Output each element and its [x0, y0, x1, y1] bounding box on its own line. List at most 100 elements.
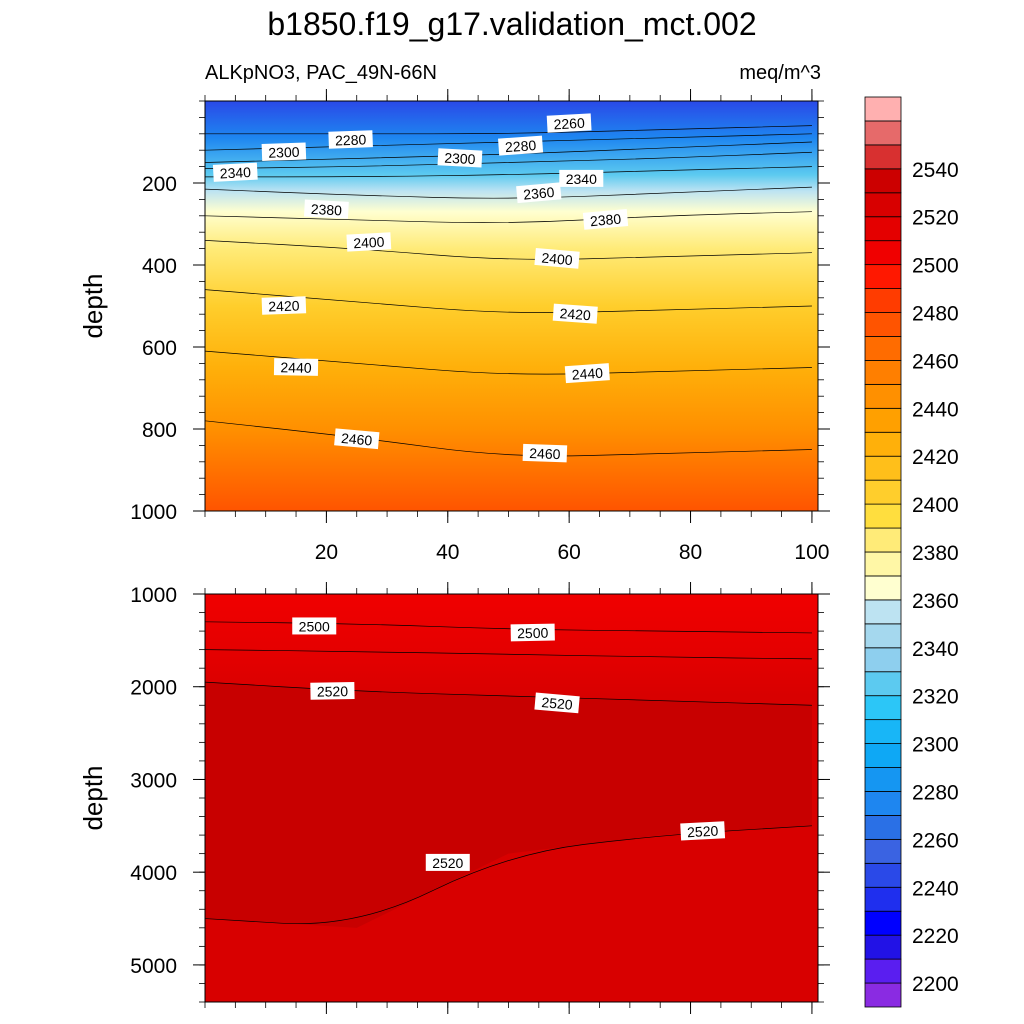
colorbar-label: 2340 [912, 638, 959, 661]
contour-label-text: 2400 [353, 234, 385, 252]
contour-label: 2500 [510, 623, 555, 642]
contour-label-text: 2260 [553, 115, 585, 133]
contour-line-2260 [205, 125, 812, 135]
colorbar-label: 2540 [912, 159, 959, 182]
colorbar-swatch [864, 216, 902, 242]
contour-label-text: 2340 [219, 164, 251, 182]
colorbar-swatch [864, 862, 902, 888]
contour-line-2340 [205, 166, 812, 178]
contour-label-text: 2460 [529, 445, 561, 462]
colorbar-swatch [864, 767, 902, 792]
contour-label-text: 2380 [310, 201, 342, 219]
contour-label: 2520 [680, 821, 726, 841]
colorbar-swatch [864, 623, 902, 649]
contour-label: 2340 [212, 162, 258, 182]
colorbar-swatch [864, 168, 902, 194]
contour-line-2440 [204, 350, 812, 375]
colorbar-swatch [864, 527, 902, 553]
contour-label-text: 2520 [432, 855, 463, 871]
contour-label-text: 2400 [541, 250, 574, 269]
contour-line-2420 [204, 289, 812, 314]
lower-contour-lines [204, 621, 812, 924]
contour-label-text: 2380 [589, 211, 622, 230]
lower-contour-labels: 2500 2500 2520 2520 2520 2520 [292, 617, 726, 871]
x-tick-label: 40 [436, 541, 459, 564]
colorbar-swatch [864, 503, 902, 529]
colorbar-swatch [864, 599, 902, 625]
x-tick-label: 20 [315, 541, 338, 564]
contour-label: 2520 [425, 853, 470, 871]
colorbar-label: 2400 [912, 494, 959, 517]
colorbar-label: 2220 [912, 925, 959, 948]
contour-line-2520 [204, 681, 812, 706]
chart-title: b1850.f19_g17.validation_mct.002 [267, 6, 757, 42]
contour-label: 2440 [564, 363, 610, 384]
contour-label: 2260 [546, 113, 592, 133]
contour-label: 2400 [346, 232, 392, 252]
colorbar-swatch [864, 120, 902, 146]
contour-label: 2400 [534, 247, 580, 269]
y-tick-label: 400 [142, 255, 177, 278]
upper-y-axis-label: depth [78, 273, 108, 338]
contour-label: 2520 [310, 681, 355, 700]
contour-line-2320 [204, 151, 812, 169]
colorbar-swatch [864, 695, 902, 721]
contour-label-text: 2460 [341, 430, 374, 449]
colorbar-swatch [864, 815, 902, 840]
colorbar-swatch [864, 671, 902, 697]
colorbar-label: 2200 [912, 973, 959, 996]
colorbar-swatch [864, 383, 902, 409]
contour-label: 2280 [328, 130, 373, 149]
y-tick-label: 600 [142, 337, 177, 360]
contour-label-text: 2520 [687, 823, 719, 841]
contour-label: 2420 [261, 296, 307, 315]
colorbar-swatch [864, 312, 902, 337]
contour-label: 2300 [261, 142, 307, 162]
y-tick-label: 1000 [130, 584, 177, 607]
contour-label: 2500 [292, 617, 337, 635]
contour-line-2500 [204, 621, 812, 634]
colorbar-swatch [864, 264, 902, 289]
colorbar-label: 2360 [912, 590, 959, 613]
contour-label-text: 2300 [268, 144, 300, 161]
contour-line-2360 [204, 186, 812, 199]
colorbar-swatch [864, 575, 902, 601]
contour-label: 2280 [498, 135, 544, 156]
contour-label-text: 2440 [280, 359, 312, 376]
colorbar-swatch [864, 431, 902, 457]
upper-contour-labels: 2260 2280 2280 2300 2300 2340 2340 2360 2380 2380… [212, 113, 629, 463]
colorbar-swatch [864, 240, 902, 266]
x-tick-label: 100 [794, 541, 829, 564]
upper-axes: 200 400 600 800 1000 20 40 60 80 100 [130, 89, 830, 564]
y-tick-label: 3000 [130, 769, 177, 792]
contour-label-text: 2440 [571, 365, 603, 383]
contour-label-text: 2280 [335, 131, 367, 148]
colorbar-label: 2260 [912, 829, 959, 852]
upper-contour-lines [204, 125, 812, 457]
colorbar-label: 2420 [912, 446, 959, 469]
colorbar-swatch [864, 934, 902, 960]
contour-label-text: 2500 [517, 625, 549, 642]
contour-label-text: 2500 [299, 618, 330, 634]
contour-label-text: 2340 [566, 171, 597, 187]
colorbar-label: 2520 [912, 207, 959, 230]
contour-label: 2420 [552, 303, 598, 324]
colorbar-swatch [864, 144, 902, 170]
colorbar-label: 2320 [912, 686, 959, 709]
colorbar-swatch [864, 96, 902, 122]
upper-frame [204, 100, 819, 512]
colorbar-swatch [864, 336, 902, 361]
colorbar-label: 2460 [912, 350, 959, 373]
y-tick-label: 800 [142, 419, 177, 442]
y-tick-label: 2000 [130, 677, 177, 700]
y-tick-label: 1000 [130, 501, 177, 524]
contour-label-text: 2420 [268, 297, 300, 314]
colorbar-label: 2440 [912, 398, 959, 421]
contour-label: 2340 [559, 169, 604, 187]
units-label: meq/m^3 [739, 62, 821, 84]
contour-line-2460 [204, 420, 812, 457]
contour-label-text: 2360 [523, 184, 556, 203]
colorbar-swatch [864, 551, 902, 577]
colorbar-swatch [864, 360, 902, 385]
